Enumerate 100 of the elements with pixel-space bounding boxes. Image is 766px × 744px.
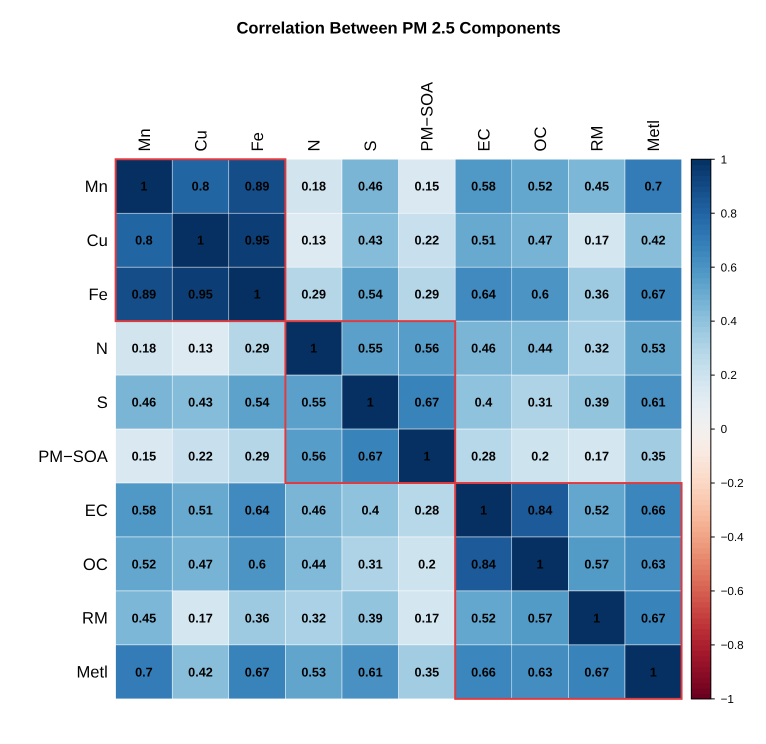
- y-tick-label: Metl: [76, 662, 108, 682]
- data-label: 0.46: [301, 503, 326, 518]
- data-label: 0.22: [414, 234, 440, 248]
- color-bar-label: 0.2: [720, 369, 737, 382]
- y-tick-label: PM−SOA: [38, 446, 109, 466]
- data-label: 0.64: [244, 503, 270, 518]
- y-tick-label: Cu: [86, 231, 108, 250]
- data-label: 0.35: [414, 665, 440, 680]
- chart-title: Correlation Between PM 2.5 Components: [236, 18, 561, 38]
- data-label: 0.17: [584, 449, 610, 464]
- data-label: 0.31: [358, 557, 383, 572]
- data-label: 0.2: [531, 449, 549, 464]
- data-label: 0.84: [471, 557, 496, 572]
- data-label: 0.15: [132, 449, 156, 464]
- data-label: 0.7: [644, 180, 662, 194]
- data-label: 0.6: [531, 288, 549, 302]
- data-label: 0.36: [244, 611, 270, 626]
- data-label: 0.67: [414, 396, 440, 410]
- data-label: 0.15: [414, 180, 440, 194]
- data-label: 0.17: [414, 611, 440, 626]
- x-tick-label: Cu: [191, 130, 210, 152]
- data-label: 0.42: [188, 665, 213, 680]
- x-tick-label: Mn: [134, 128, 154, 152]
- data-label: 0.18: [132, 342, 156, 356]
- data-label: 0.52: [471, 611, 496, 626]
- data-label: 1: [140, 180, 148, 194]
- data-label: 0.8: [192, 180, 210, 194]
- data-label: 0.64: [471, 288, 496, 302]
- data-label: 0.44: [301, 557, 326, 572]
- y-tick-label: OC: [82, 554, 108, 574]
- data-label: 0.55: [301, 396, 326, 410]
- y-tick-label: Fe: [88, 284, 108, 304]
- x-tick-label: Metl: [644, 120, 664, 152]
- y-tick-label: EC: [84, 500, 108, 520]
- data-label: 1: [593, 611, 600, 626]
- data-label: 0.95: [244, 234, 270, 248]
- data-label: 0.67: [640, 288, 666, 302]
- data-label: 1: [480, 503, 488, 518]
- color-bar-label: 0: [720, 423, 728, 436]
- data-label: 0.53: [301, 665, 326, 680]
- color-bar-label: −0.8: [720, 639, 744, 652]
- data-label: 0.58: [132, 503, 156, 518]
- data-label: 0.55: [358, 342, 383, 356]
- data-label: 1: [366, 396, 374, 410]
- data-label: 1: [196, 234, 204, 248]
- data-label: 0.67: [640, 611, 666, 626]
- color-bar-label: 0.4: [720, 315, 738, 328]
- data-label: 0.52: [528, 180, 552, 194]
- data-label: 0.29: [244, 342, 270, 356]
- data-label: 0.7: [135, 665, 153, 680]
- data-label: 0.56: [414, 342, 440, 356]
- data-label: 0.47: [188, 557, 213, 572]
- data-label: 0.43: [188, 396, 213, 410]
- data-label: 0.66: [640, 503, 666, 518]
- data-label: 0.66: [471, 665, 496, 680]
- color-bar-label: −0.2: [720, 477, 744, 490]
- data-label: 0.89: [244, 180, 270, 194]
- data-label: 0.63: [528, 665, 552, 680]
- data-label: 0.51: [188, 503, 213, 518]
- data-label: 0.4: [361, 503, 380, 518]
- data-label: 0.28: [414, 503, 440, 518]
- data-label: 0.63: [640, 557, 666, 572]
- data-label: 0.46: [471, 342, 496, 356]
- y-tick-label: N: [96, 338, 108, 358]
- data-label: 0.58: [471, 180, 496, 194]
- data-label: 0.67: [358, 449, 383, 464]
- x-tick-label: Fe: [248, 132, 267, 152]
- data-label: 0.22: [188, 449, 213, 464]
- data-label: 0.54: [358, 288, 383, 302]
- data-label: 0.4: [474, 396, 492, 410]
- data-label: 0.67: [584, 665, 610, 680]
- data-label: 0.18: [301, 180, 326, 194]
- data-label: 0.13: [301, 234, 326, 248]
- data-label: 1: [423, 449, 430, 464]
- data-label: 0.2: [418, 557, 436, 572]
- x-tick-label: EC: [474, 128, 494, 152]
- data-label: 1: [254, 288, 261, 302]
- data-label: 0.67: [244, 665, 270, 680]
- y-tick-label: S: [96, 392, 108, 412]
- data-label: 0.57: [584, 557, 610, 572]
- data-label: 0.45: [132, 611, 156, 626]
- data-label: 1: [650, 665, 657, 680]
- data-label: 0.52: [132, 557, 156, 572]
- x-tick-label: RM: [588, 126, 607, 152]
- data-label: 0.45: [584, 180, 610, 194]
- data-label: 0.61: [358, 665, 383, 680]
- data-label: 0.28: [471, 449, 496, 464]
- data-label: 0.17: [584, 234, 610, 248]
- data-label: 0.43: [358, 234, 383, 248]
- data-label: 0.39: [358, 611, 383, 626]
- data-label: 0.95: [188, 288, 213, 302]
- data-label: 0.31: [528, 396, 552, 410]
- data-label: 0.51: [471, 234, 496, 248]
- data-label: 0.29: [414, 288, 440, 302]
- data-label: 0.84: [528, 503, 552, 518]
- data-label: 0.42: [640, 234, 666, 248]
- color-bar-label: −0.4: [720, 531, 744, 544]
- data-label: 0.32: [301, 611, 326, 626]
- data-label: 0.13: [188, 342, 213, 356]
- x-tick-label: N: [304, 139, 324, 152]
